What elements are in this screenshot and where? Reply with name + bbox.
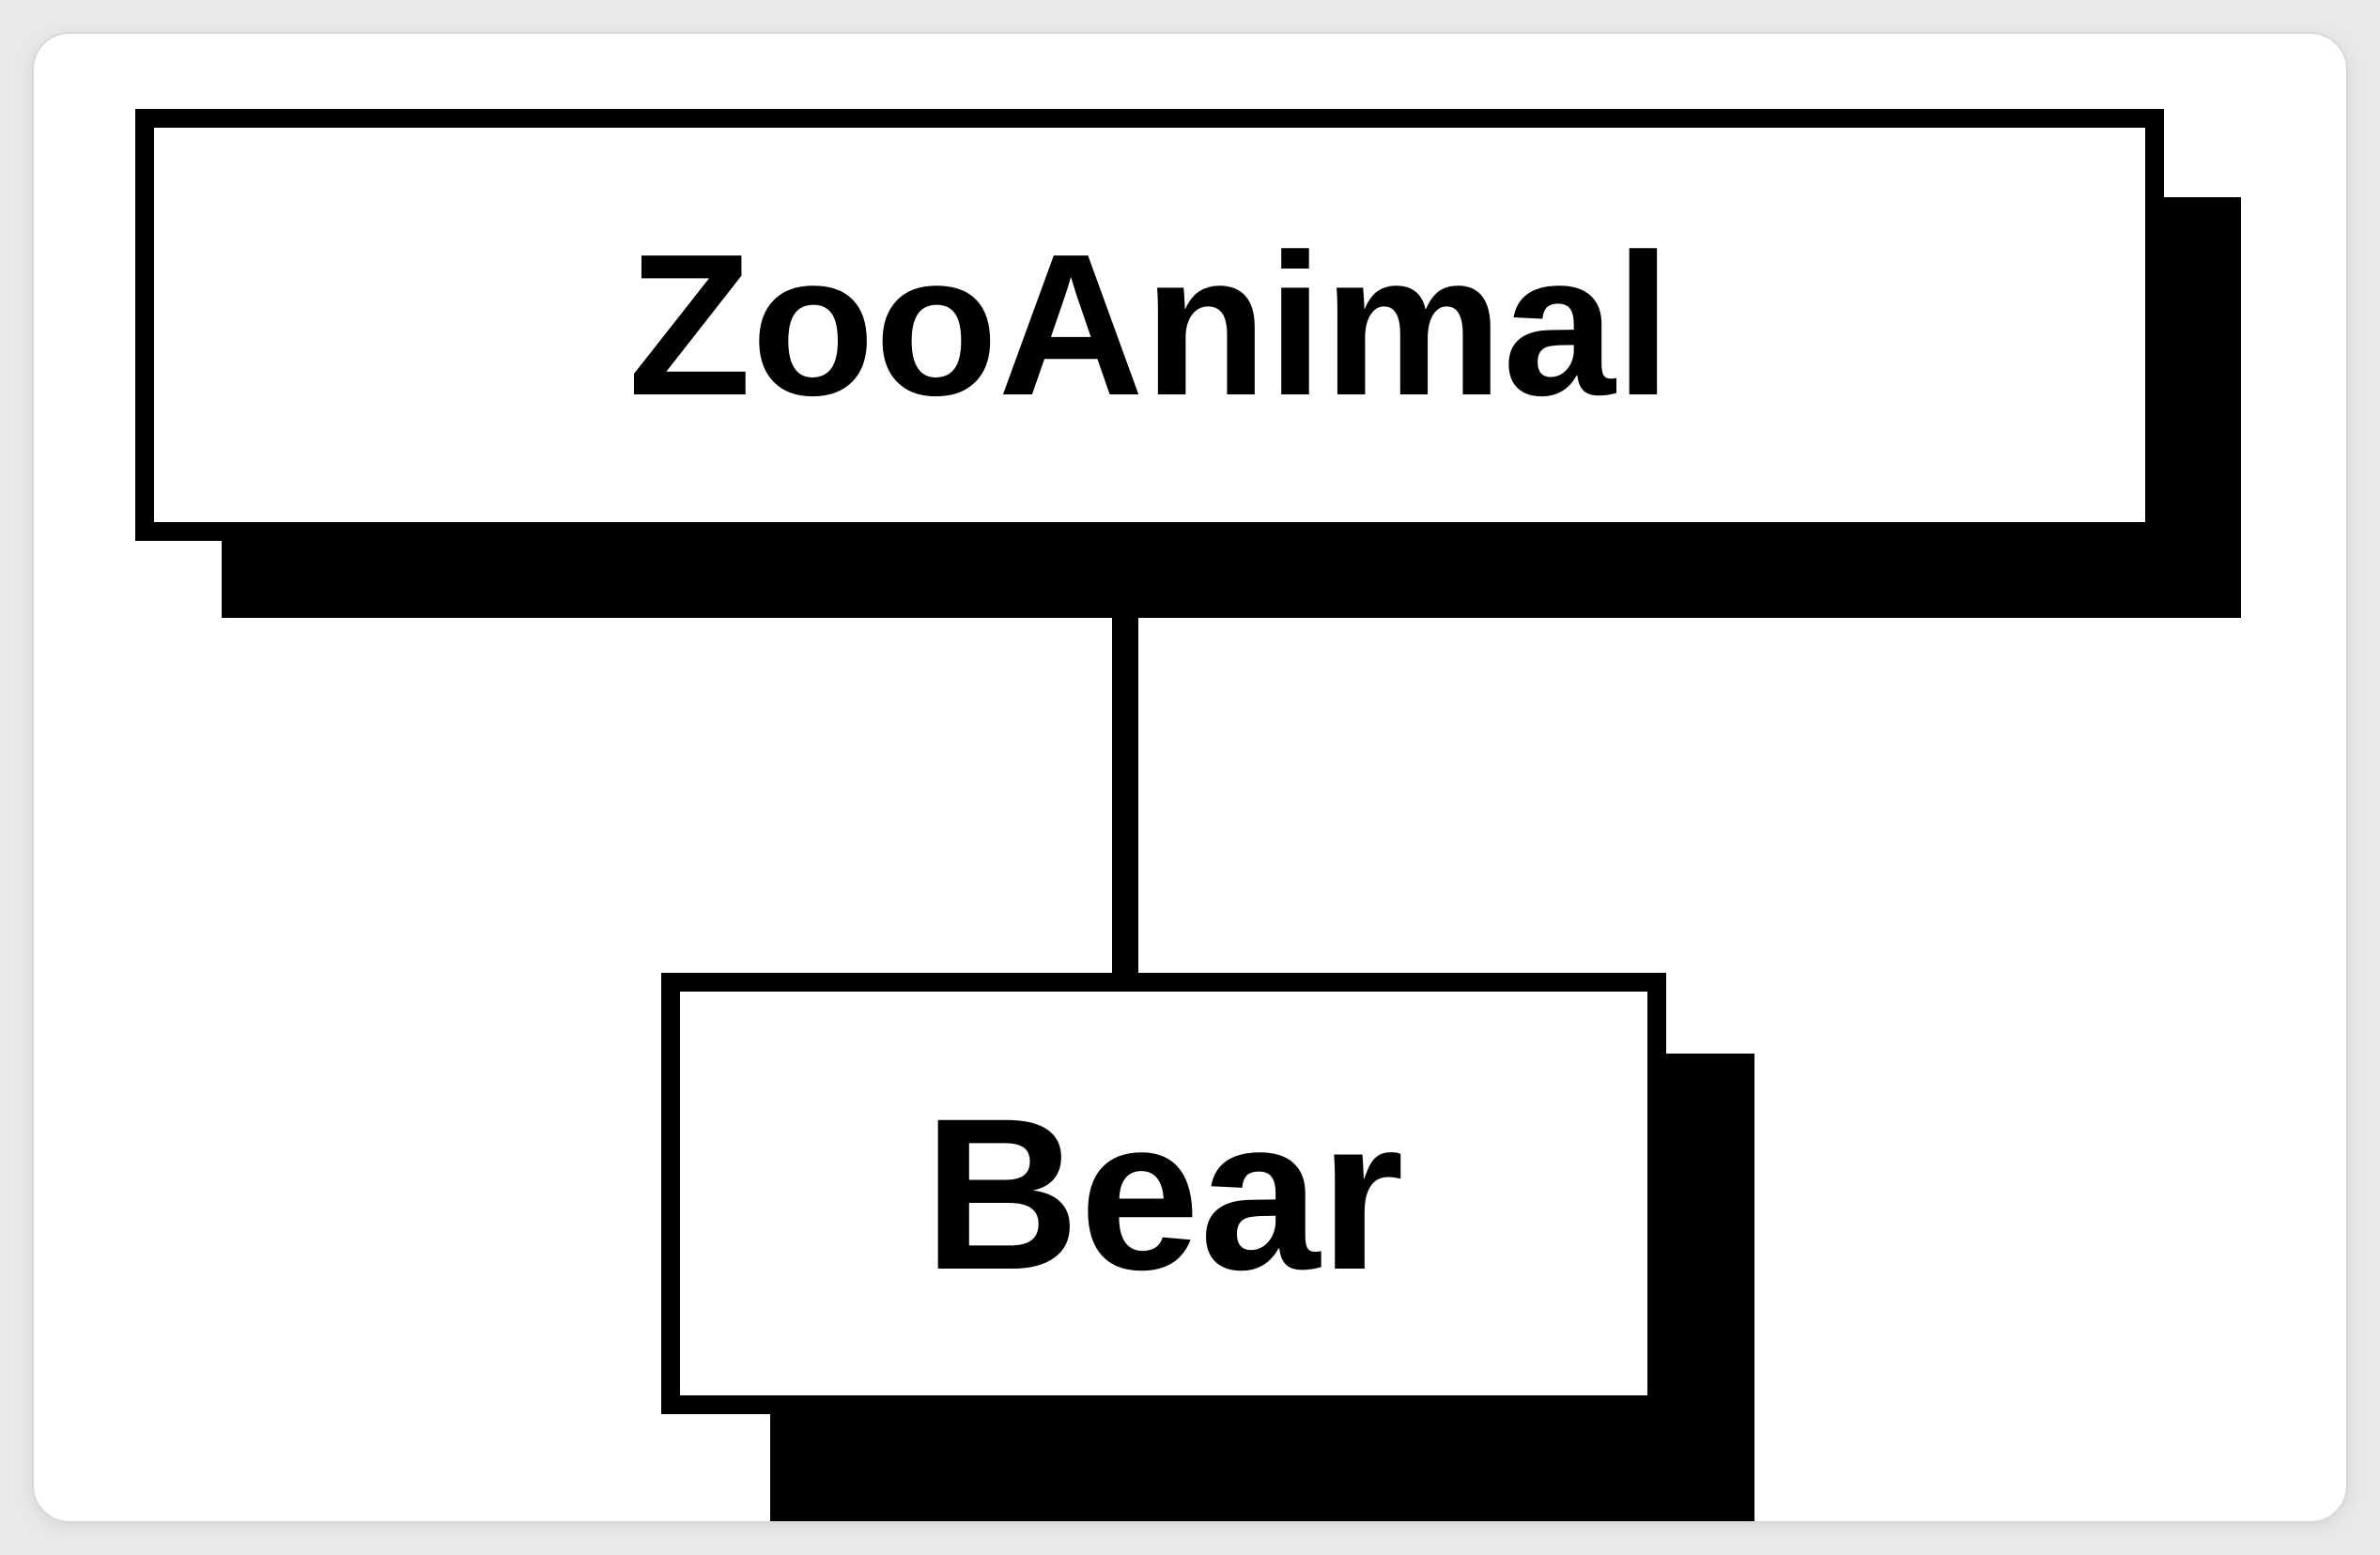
bear-label: Bear [923,1072,1404,1315]
bear-node: Bear [661,973,1666,1414]
inheritance-edge [1112,618,1138,975]
zooanimal-node: ZooAnimal [135,109,2164,541]
bear-shadow-bottom [770,1395,1754,1521]
diagram-canvas: ZooAnimal Bear [34,34,2346,1521]
zooanimal-label: ZooAnimal [627,211,1672,438]
